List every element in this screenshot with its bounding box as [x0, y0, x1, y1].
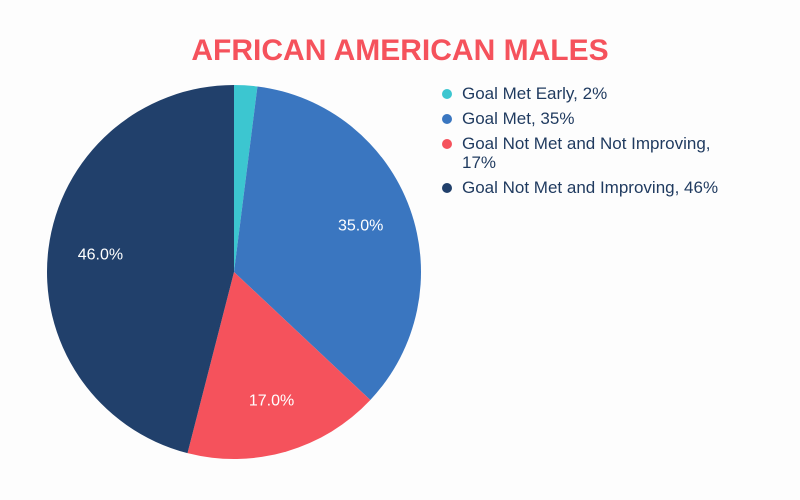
legend: Goal Met Early, 2% Goal Met, 35% Goal Not … [440, 84, 740, 203]
legend-marker [442, 89, 452, 99]
data-label: 35.0% [338, 218, 383, 235]
legend-marker [442, 139, 452, 149]
data-label: 46.0% [78, 246, 123, 263]
legend-item: Goal Not Met and Not Improving, 17% [440, 134, 740, 172]
legend-marker [442, 114, 452, 124]
legend-label: Goal Not Met and Not Improving, 17% [462, 134, 711, 172]
data-label: 17.0% [249, 393, 294, 410]
legend-marker [442, 183, 452, 193]
chart-title: AFRICAN AMERICAN MALES [191, 34, 608, 67]
legend-item: Goal Met, 35% [440, 109, 740, 128]
pie-slice [234, 86, 422, 401]
legend-label: Goal Met Early, 2% [462, 84, 608, 103]
legend-label: Goal Met, 35% [462, 109, 575, 128]
legend-label: Goal Not Met and Improving, 46% [462, 178, 719, 197]
pie-slice [234, 85, 258, 272]
pie-slice [47, 85, 235, 454]
legend-item: Goal Not Met and Improving, 46% [440, 178, 740, 197]
pie-slice [187, 272, 371, 459]
legend-item: Goal Met Early, 2% [440, 84, 740, 103]
